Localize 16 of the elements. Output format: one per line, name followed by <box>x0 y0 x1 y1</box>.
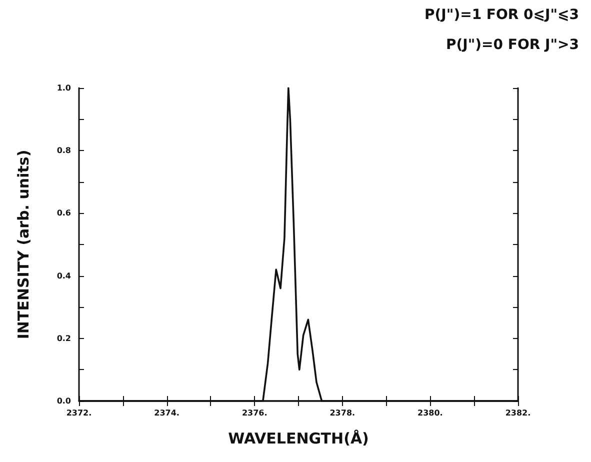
y-axis-title: INTENSITY (arb. units) <box>14 150 32 340</box>
y-tick-label: 1.0 <box>56 84 72 92</box>
y-tick-label: 0.6 <box>56 208 72 218</box>
x-axis-title: WAVELENGTH(Å) <box>228 430 369 448</box>
y-tick-label: 0.2 <box>56 334 71 343</box>
x-tick-label: 2374. <box>154 408 180 418</box>
x-tick-label: 2380. <box>418 408 443 418</box>
x-tick-label: 2378. <box>330 408 356 418</box>
text: P(J")=1 FOR 0⩽J"⩽3 <box>424 7 580 23</box>
y-tick-label: 0.8 <box>56 146 72 156</box>
x-tick-label: 2376. <box>242 408 268 418</box>
x-tick-label: 2382. <box>505 408 531 418</box>
y-tick-label: 0.0 <box>56 396 72 406</box>
text: P(J")=0 FOR J">3 <box>446 37 579 53</box>
y-tick-label: 0.4 <box>56 271 72 280</box>
x-tick-label: 2372. <box>66 408 92 418</box>
